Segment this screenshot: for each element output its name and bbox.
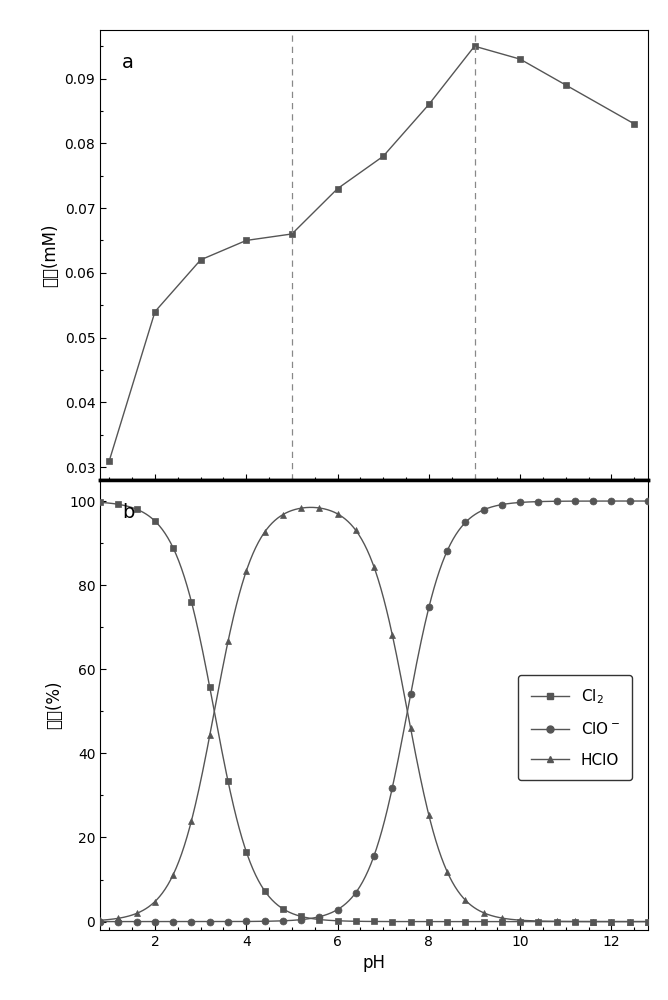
X-axis label: pH: pH [363,954,385,972]
Legend: Cl$_2$, ClO$^-$, HClO: Cl$_2$, ClO$^-$, HClO [518,675,632,780]
Y-axis label: 组分(%): 组分(%) [45,681,63,729]
Y-axis label: 浓度(mM): 浓度(mM) [41,223,59,287]
Text: a: a [122,52,134,72]
Text: b: b [122,502,134,522]
